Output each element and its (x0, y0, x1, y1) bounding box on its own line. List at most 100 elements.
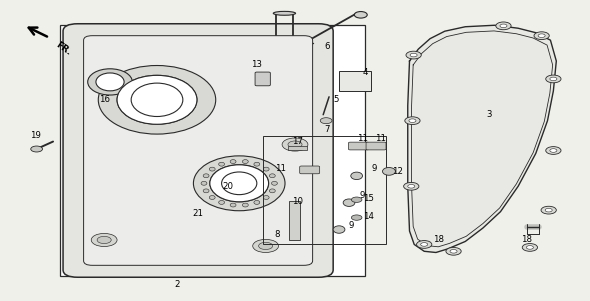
Ellipse shape (263, 167, 269, 171)
Ellipse shape (203, 174, 209, 178)
Bar (263, 135, 386, 244)
Ellipse shape (270, 174, 276, 178)
Text: 4: 4 (363, 68, 368, 77)
Ellipse shape (209, 196, 215, 200)
Text: 7: 7 (324, 125, 330, 134)
Text: FR.: FR. (54, 40, 73, 57)
Text: 9: 9 (372, 164, 377, 173)
Circle shape (352, 197, 362, 202)
Ellipse shape (201, 182, 207, 185)
Ellipse shape (242, 160, 248, 163)
Ellipse shape (117, 75, 197, 124)
FancyBboxPatch shape (84, 36, 313, 265)
Ellipse shape (355, 11, 367, 18)
Ellipse shape (219, 162, 225, 166)
Text: 15: 15 (363, 194, 374, 203)
Circle shape (282, 138, 308, 151)
Ellipse shape (254, 162, 260, 166)
Circle shape (545, 208, 552, 212)
Circle shape (522, 244, 537, 251)
Text: 18: 18 (434, 235, 444, 244)
Ellipse shape (203, 189, 209, 193)
Ellipse shape (263, 196, 269, 200)
Circle shape (404, 182, 419, 190)
Circle shape (417, 240, 432, 248)
Circle shape (288, 141, 302, 148)
Text: 5: 5 (333, 95, 339, 104)
Circle shape (410, 53, 417, 57)
Circle shape (450, 250, 457, 253)
Bar (289, 201, 300, 240)
Bar (339, 70, 371, 91)
Circle shape (550, 149, 557, 152)
Text: 6: 6 (324, 42, 330, 51)
Text: 13: 13 (251, 60, 263, 69)
Text: 11: 11 (357, 134, 368, 143)
FancyBboxPatch shape (63, 24, 333, 277)
Ellipse shape (351, 172, 362, 180)
Circle shape (538, 34, 545, 37)
Circle shape (406, 51, 421, 59)
Ellipse shape (271, 182, 277, 185)
Text: 11: 11 (275, 164, 286, 173)
Circle shape (97, 236, 111, 244)
Text: 9: 9 (360, 191, 365, 200)
Circle shape (408, 185, 415, 188)
Circle shape (405, 117, 420, 125)
Text: 14: 14 (363, 212, 374, 221)
FancyBboxPatch shape (349, 142, 368, 150)
Circle shape (534, 32, 549, 39)
Ellipse shape (343, 199, 355, 206)
Circle shape (526, 246, 533, 249)
Text: 3: 3 (486, 110, 491, 119)
Text: 11: 11 (375, 134, 386, 143)
Ellipse shape (131, 83, 183, 116)
Ellipse shape (230, 160, 236, 163)
Circle shape (253, 239, 278, 253)
Bar (288, 146, 307, 150)
Text: 20: 20 (222, 182, 233, 191)
Circle shape (541, 206, 556, 214)
Circle shape (91, 233, 117, 247)
Circle shape (320, 118, 332, 124)
Text: 17: 17 (293, 137, 303, 146)
Ellipse shape (254, 200, 260, 204)
Ellipse shape (333, 226, 345, 233)
Ellipse shape (194, 156, 285, 211)
Ellipse shape (209, 167, 215, 171)
Text: 12: 12 (392, 167, 403, 176)
Bar (60, 25, 365, 276)
FancyBboxPatch shape (366, 142, 386, 150)
Circle shape (550, 77, 557, 81)
Circle shape (500, 24, 507, 28)
Text: 16: 16 (99, 95, 110, 104)
Ellipse shape (270, 189, 276, 193)
Ellipse shape (382, 167, 395, 175)
Text: 10: 10 (293, 197, 303, 206)
Ellipse shape (96, 73, 124, 91)
Ellipse shape (219, 200, 225, 204)
Circle shape (409, 119, 416, 123)
Text: 18: 18 (522, 235, 532, 244)
Ellipse shape (88, 69, 132, 95)
Circle shape (31, 146, 42, 152)
FancyBboxPatch shape (255, 72, 270, 86)
Ellipse shape (99, 66, 216, 134)
Text: 2: 2 (175, 280, 181, 289)
FancyBboxPatch shape (300, 166, 320, 174)
Circle shape (446, 247, 461, 255)
Text: 8: 8 (274, 229, 280, 238)
Polygon shape (408, 25, 556, 253)
Circle shape (546, 75, 561, 83)
Circle shape (421, 243, 428, 246)
Ellipse shape (230, 203, 236, 207)
Circle shape (546, 147, 561, 154)
Ellipse shape (242, 203, 248, 207)
Ellipse shape (273, 11, 296, 15)
Ellipse shape (222, 172, 257, 195)
Text: 19: 19 (30, 131, 41, 140)
Circle shape (258, 242, 273, 250)
Circle shape (496, 22, 511, 30)
Circle shape (352, 215, 362, 220)
Text: 21: 21 (192, 209, 204, 218)
